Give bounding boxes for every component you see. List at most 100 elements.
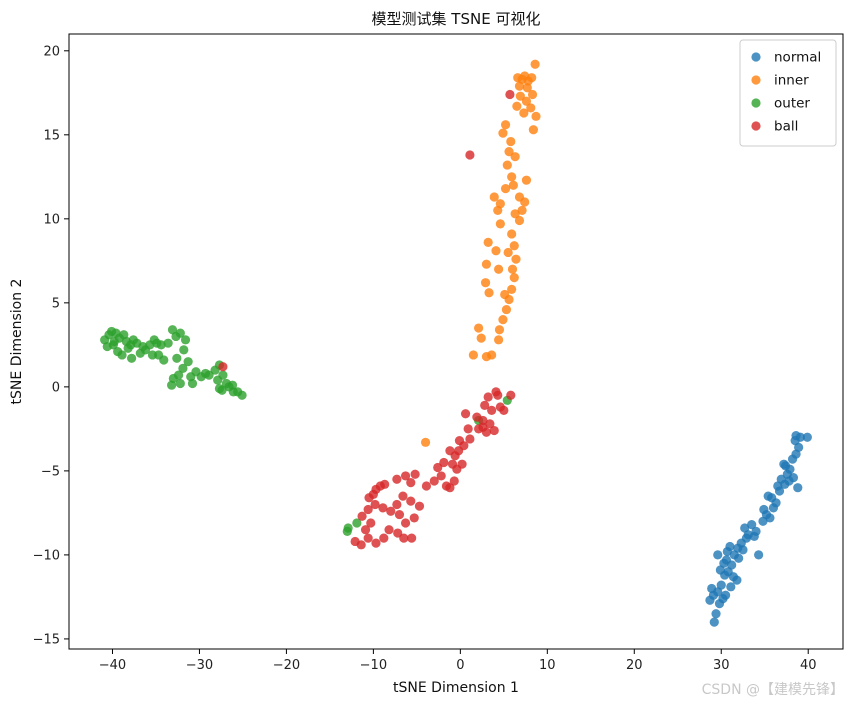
- y-tick-label: 5: [52, 296, 60, 311]
- data-point-inner: [500, 183, 511, 194]
- y-axis-label: tSNE Dimension 2: [9, 279, 25, 405]
- data-point-outer: [175, 378, 185, 389]
- data-point-normal: [765, 513, 775, 523]
- data-point-outer: [183, 357, 193, 367]
- series-inner: [420, 59, 541, 447]
- data-point-ball: [370, 499, 380, 510]
- data-point-inner: [500, 120, 511, 130]
- x-tick-label: 0: [456, 658, 464, 673]
- data-point-inner: [514, 215, 525, 226]
- data-point-inner: [506, 136, 516, 147]
- legend-marker-ball: [751, 121, 761, 131]
- data-point-normal: [732, 575, 742, 585]
- data-point-outer: [109, 336, 119, 347]
- data-point-ball: [399, 533, 409, 543]
- data-point-normal: [738, 545, 748, 555]
- data-point-ball: [436, 471, 446, 481]
- x-tick-label: 40: [800, 658, 817, 673]
- y-tick-label: 10: [43, 212, 60, 227]
- data-point-ball: [485, 419, 495, 429]
- data-point-ball: [357, 511, 367, 521]
- data-point-inner: [420, 437, 431, 447]
- data-point-ball: [371, 538, 381, 548]
- y-tick-label: 20: [43, 44, 60, 59]
- legend-label-outer: outer: [774, 96, 810, 112]
- data-point-ball: [400, 471, 411, 481]
- data-point-ball: [491, 387, 501, 397]
- data-point-ball: [368, 489, 378, 500]
- data-point-inner: [510, 152, 520, 162]
- data-point-outer: [156, 340, 166, 350]
- data-point-inner: [484, 288, 494, 298]
- data-point-inner: [509, 241, 519, 251]
- data-point-inner: [507, 229, 517, 239]
- y-tick-label: −10: [33, 548, 60, 563]
- data-point-inner: [489, 192, 499, 202]
- data-point-ball: [363, 504, 373, 515]
- data-point-ball: [487, 405, 497, 415]
- data-point-inner: [514, 192, 525, 202]
- data-point-ball: [445, 446, 455, 456]
- data-point-normal: [711, 609, 721, 619]
- series-normal: [705, 430, 812, 627]
- legend-box: [739, 39, 837, 147]
- data-point-ball: [356, 540, 366, 550]
- data-point-normal: [773, 481, 783, 491]
- data-point-ball: [465, 434, 475, 444]
- plot-frame: [68, 33, 844, 650]
- data-point-ball: [421, 481, 432, 491]
- data-point-ball: [392, 474, 402, 484]
- data-point-ball: [410, 469, 420, 479]
- data-point-inner: [483, 237, 493, 247]
- data-point-inner: [501, 304, 512, 315]
- data-point-outer: [180, 335, 191, 345]
- legend-marker-outer: [751, 98, 761, 108]
- data-point-outer: [127, 353, 137, 363]
- series-ball: [218, 89, 516, 550]
- data-point-inner: [494, 264, 504, 274]
- data-point-normal: [747, 520, 757, 530]
- data-point-ball: [384, 525, 394, 535]
- data-point-ball: [414, 501, 425, 511]
- data-point-inner: [487, 350, 497, 360]
- data-point-ball: [378, 503, 388, 513]
- data-point-normal: [749, 531, 759, 542]
- data-point-normal: [754, 550, 764, 560]
- data-point-ball: [393, 528, 403, 538]
- data-point-outer: [159, 355, 169, 365]
- data-point-outer: [237, 390, 247, 400]
- data-point-ball: [506, 390, 516, 400]
- legend-label-normal: normal: [774, 50, 821, 66]
- data-point-outer: [187, 378, 198, 389]
- data-point-normal: [741, 533, 752, 543]
- data-point-inner: [515, 91, 525, 101]
- data-point-outer: [227, 380, 238, 390]
- data-point-ball: [433, 462, 443, 473]
- data-point-ball: [394, 509, 405, 520]
- data-point-outer: [167, 380, 177, 390]
- data-point-inner: [509, 273, 519, 283]
- legend-marker-inner: [751, 75, 761, 85]
- data-point-ball: [445, 483, 455, 493]
- data-point-outer: [175, 328, 185, 338]
- data-point-normal: [727, 560, 737, 570]
- watermark-text: CSDN @【建模先锋】: [701, 682, 844, 698]
- data-point-ball: [478, 415, 488, 426]
- data-point-outer: [218, 370, 228, 380]
- data-point-outer: [343, 523, 353, 533]
- data-point-outer: [178, 363, 188, 373]
- data-point-normal: [709, 617, 719, 627]
- data-point-ball: [449, 476, 459, 486]
- data-point-ball: [483, 392, 493, 402]
- data-point-inner: [510, 209, 520, 219]
- data-point-inner: [528, 125, 539, 135]
- data-point-inner: [498, 128, 508, 138]
- x-tick-label: −40: [99, 658, 126, 673]
- data-point-ball: [409, 513, 419, 523]
- data-point-ball: [406, 496, 416, 506]
- data-point-normal: [713, 550, 723, 560]
- legend-marker-normal: [751, 52, 761, 62]
- data-point-inner: [521, 175, 532, 185]
- data-point-inner: [502, 160, 512, 170]
